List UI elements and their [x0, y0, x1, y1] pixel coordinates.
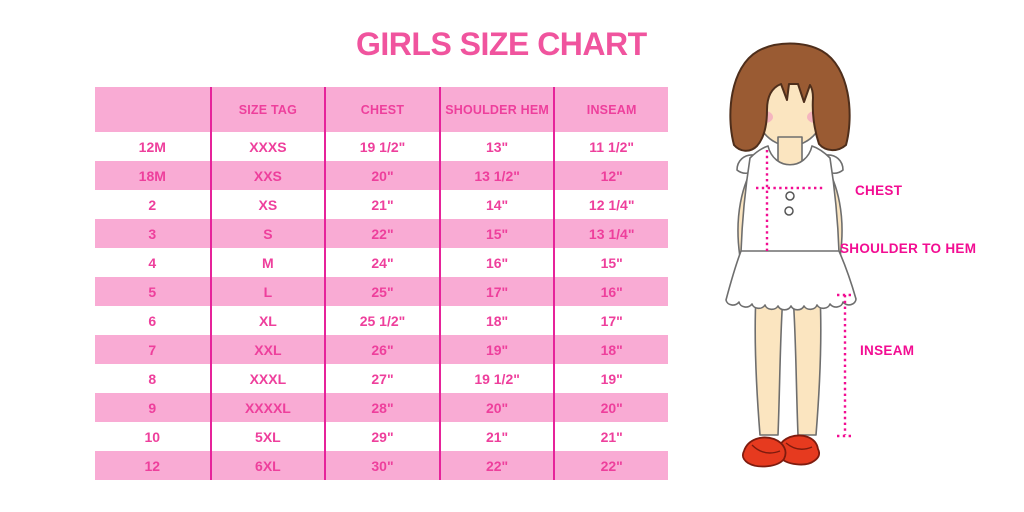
table-row: 12 6XL 30" 22" 22" — [95, 451, 668, 480]
table-cell: XXXXL — [209, 393, 325, 422]
table-cell: 18" — [553, 335, 668, 364]
column-header — [95, 87, 210, 132]
size-table-body: 12M XXXS 19 1/2" 13" 11 1/2" 18M XXS 20" 13 1/2"… — [95, 132, 668, 480]
table-row: 2 XS 21" 14" 12 1/4" — [95, 190, 668, 219]
table-cell: 22" — [324, 219, 439, 248]
table-cell: 13" — [438, 132, 554, 161]
size-table-header: SIZE TAG CHEST SHOULDER HEM INSEAM — [95, 87, 668, 132]
table-cell: 12M — [138, 138, 166, 155]
table-row: 4 M 24" 16" 15" — [95, 248, 668, 277]
table-cell: 20" — [438, 393, 554, 422]
table-cell: XXXS — [209, 132, 325, 161]
table-cell: 15" — [438, 219, 554, 248]
shoulder-to-hem-label: SHOULDER TO HEM — [840, 241, 976, 256]
table-cell: 19 1/2" — [324, 132, 439, 161]
table-cell: 26" — [324, 335, 439, 364]
table-cell: 10 — [144, 428, 161, 445]
table-cell: 12" — [553, 161, 668, 190]
inseam-line — [837, 293, 853, 438]
table-cell: 20" — [324, 161, 439, 190]
table-cell: 14" — [438, 190, 554, 219]
column-header: SIZE TAG — [209, 87, 325, 132]
table-cell: XXXL — [209, 364, 325, 393]
girl-legs — [754, 294, 822, 436]
table-cell: XXS — [209, 161, 325, 190]
table-cell: 24" — [324, 248, 439, 277]
inseam-label: INSEAM — [860, 343, 914, 358]
table-cell: 17" — [438, 277, 554, 306]
table-cell: XXL — [209, 335, 325, 364]
table-row: 6 XL 25 1/2" 18" 17" — [95, 306, 668, 335]
table-cell: 3 — [148, 225, 157, 242]
column-header: INSEAM — [553, 87, 668, 132]
table-cell: 5XL — [209, 422, 325, 451]
table-cell: 29" — [324, 422, 439, 451]
table-cell: 18M — [138, 167, 166, 184]
table-cell: L — [209, 277, 325, 306]
table-cell: XS — [209, 190, 325, 219]
table-cell: 27" — [324, 364, 439, 393]
table-cell: 21" — [438, 422, 554, 451]
table-cell: 21" — [324, 190, 439, 219]
table-cell: 28" — [324, 393, 439, 422]
table-cell: XL — [209, 306, 325, 335]
table-cell: 11 1/2" — [553, 132, 668, 161]
table-cell: 12 1/4" — [553, 190, 668, 219]
table-row: 12M XXXS 19 1/2" 13" 11 1/2" — [95, 132, 668, 161]
table-cell: 5 — [148, 283, 157, 300]
girl-shoes — [741, 434, 821, 468]
table-cell: 6XL — [209, 451, 325, 480]
table-row: 5 L 25" 17" 16" — [95, 277, 668, 306]
table-cell: 17" — [553, 306, 668, 335]
table-row: 9 XXXXL 28" 20" 20" — [95, 393, 668, 422]
button-top — [785, 191, 795, 201]
table-cell: 7 — [148, 341, 157, 358]
table-cell: 15" — [553, 248, 668, 277]
button-bottom — [784, 206, 794, 216]
table-cell: 19" — [553, 364, 668, 393]
table-cell: 18" — [438, 306, 554, 335]
girl-top — [736, 145, 844, 253]
column-header: CHEST — [324, 87, 439, 132]
girl-skirt — [725, 250, 857, 311]
table-cell: 25 1/2" — [324, 306, 439, 335]
column-header: SHOULDER HEM — [438, 87, 554, 132]
table-cell: 9 — [148, 399, 157, 416]
table-cell: 19" — [438, 335, 554, 364]
table-row: 7 XXL 26" 19" 18" — [95, 335, 668, 364]
table-cell: 20" — [553, 393, 668, 422]
table-cell: 16" — [553, 277, 668, 306]
table-row: 18M XXS 20" 13 1/2" 12" — [95, 161, 668, 190]
chest-label: CHEST — [855, 183, 903, 198]
table-cell: 12 — [144, 457, 161, 474]
table-row: 3 S 22" 15" 13 1/4" — [95, 219, 668, 248]
table-cell: 4 — [148, 254, 157, 271]
table-cell: S — [209, 219, 325, 248]
table-cell: 30" — [324, 451, 439, 480]
table-cell: 8 — [148, 370, 157, 387]
table-cell: 22" — [553, 451, 668, 480]
table-row: 10 5XL 29" 21" 21" — [95, 422, 668, 451]
table-cell: 2 — [148, 196, 157, 213]
girl-hair — [729, 42, 851, 152]
table-cell: 21" — [553, 422, 668, 451]
table-cell: 13 1/4" — [553, 219, 668, 248]
table-row: 8 XXXL 27" 19 1/2" 19" — [95, 364, 668, 393]
table-cell: 25" — [324, 277, 439, 306]
table-cell: 16" — [438, 248, 554, 277]
table-cell: 13 1/2" — [438, 161, 554, 190]
size-table: SIZE TAG CHEST SHOULDER HEM INSEAM 12M XXXS 1… — [95, 87, 668, 480]
table-cell: 19 1/2" — [438, 364, 554, 393]
table-cell: 6 — [148, 312, 157, 329]
table-cell: 22" — [438, 451, 554, 480]
page-title: GIRLS SIZE CHART — [356, 26, 647, 62]
girl-measurement-diagram: CHEST SHOULDER TO HEM INSEAM — [725, 42, 976, 468]
table-cell: M — [209, 248, 325, 277]
